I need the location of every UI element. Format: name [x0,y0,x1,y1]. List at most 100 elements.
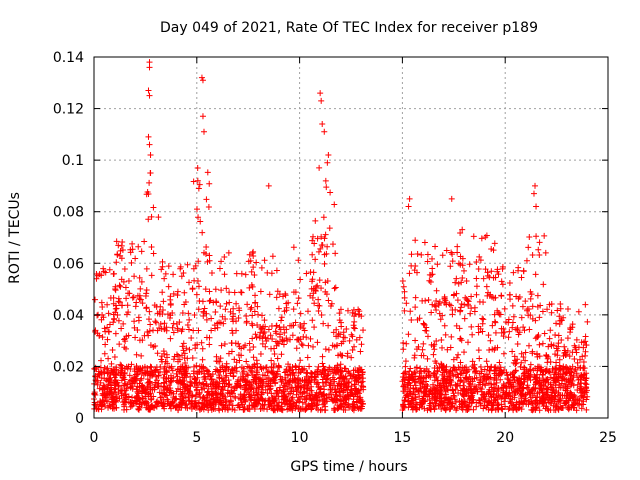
data-point [182,372,189,379]
data-point [186,326,193,333]
data-point [238,289,245,296]
data-point [148,364,155,371]
data-point [192,404,199,411]
data-point [273,390,280,397]
data-point [103,366,110,373]
data-point [135,371,142,378]
data-point [151,384,158,391]
data-point [143,305,150,312]
chart-title: Day 049 of 2021, Rate Of TEC Index for r… [160,20,538,36]
data-point [125,278,132,285]
data-point [162,270,169,277]
data-point [204,368,211,375]
data-point [178,328,185,335]
data-point [249,335,256,342]
data-point [184,261,191,268]
data-point [338,323,345,330]
data-point [242,397,249,404]
data-point [332,389,339,396]
data-point [268,323,275,330]
data-point [107,372,114,379]
data-point [298,384,305,391]
data-point [337,351,344,358]
data-point [182,394,189,401]
data-point [105,355,112,362]
data-point [161,275,168,282]
data-point [271,350,278,357]
data-point [96,370,103,377]
data-point [295,384,302,391]
data-point [145,390,152,397]
data-point [314,370,321,377]
data-point [167,296,174,303]
data-point [279,338,286,345]
data-point [148,395,155,402]
data-point [186,381,193,388]
data-point [416,315,423,322]
data-point [346,404,353,411]
data-point [201,397,208,404]
data-point [358,341,365,348]
data-point [118,367,125,374]
data-point [170,290,177,297]
x-axis-title: GPS time / hours [290,459,407,475]
data-point [102,394,109,401]
data-point [133,351,140,358]
data-point [401,307,408,314]
data-point [247,257,254,264]
data-point [160,298,167,305]
data-point [269,253,276,260]
data-point [318,233,325,240]
data-point [247,385,254,392]
data-point [127,384,134,391]
data-point [348,331,355,338]
data-point [119,399,126,406]
y-tick-label: 0.12 [53,102,84,118]
data-point [119,239,126,246]
data-point [181,384,188,391]
data-point [106,321,113,328]
data-point [141,238,148,245]
data-point [192,345,199,352]
data-point [323,291,330,298]
data-point [273,330,280,337]
data-point [344,353,351,360]
data-point [121,406,128,413]
x-tick-label: 15 [393,430,411,446]
data-point [273,267,280,274]
data-point [330,407,337,414]
data-point [407,382,414,389]
data-point [134,397,141,404]
data-point [429,271,436,278]
data-point [145,316,152,323]
data-point [108,360,115,367]
data-point [117,283,124,290]
data-point [437,316,444,323]
data-point [229,390,236,397]
data-point [350,396,357,403]
data-point [155,372,162,379]
data-point [315,296,322,303]
data-point [159,263,166,270]
data-point [108,390,115,397]
data-point [405,393,412,400]
data-point [278,376,285,383]
data-point [162,384,169,391]
data-point [287,336,294,343]
data-point [238,270,245,277]
data-point [230,310,237,317]
data-point [423,388,430,395]
data-point [261,257,268,264]
data-point [218,375,225,382]
data-point [276,387,283,394]
data-point [227,397,234,404]
data-point [159,310,166,317]
data-point [430,351,437,358]
data-point [430,381,437,388]
data-point [277,384,284,391]
data-point [180,340,187,347]
data-point [139,300,146,307]
data-point [403,340,410,347]
data-point [195,306,202,313]
data-point [292,404,299,411]
